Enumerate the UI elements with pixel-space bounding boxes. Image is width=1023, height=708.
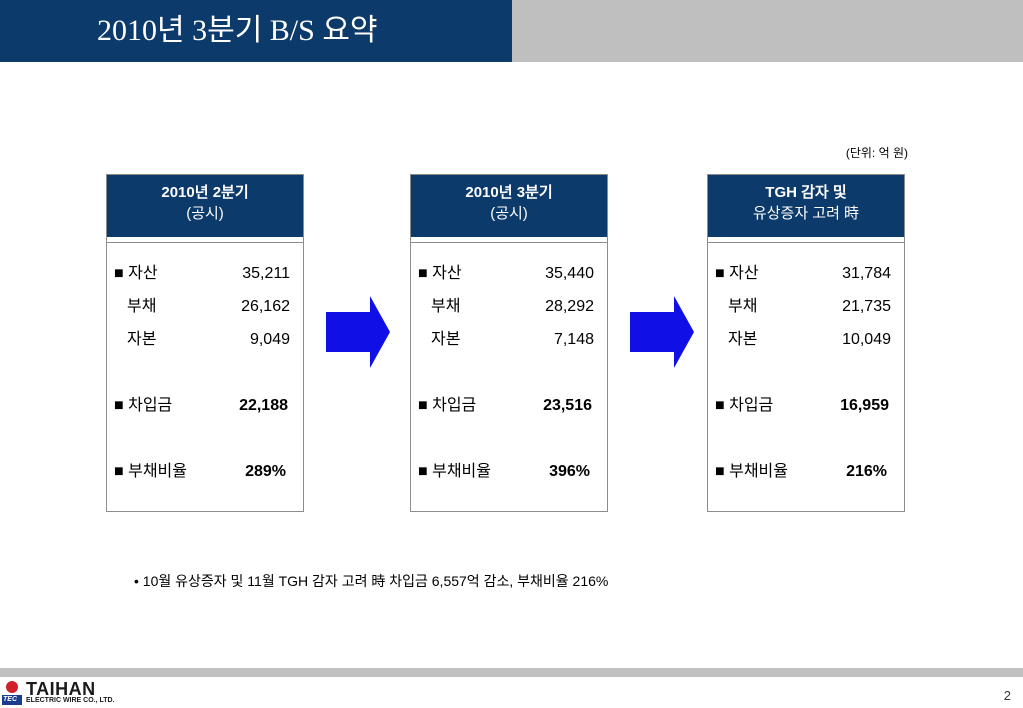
row-assets: ■ 자산 35,440 bbox=[411, 264, 607, 284]
column-header: 2010년 3분기 (공시) bbox=[411, 175, 607, 237]
row-value: 35,211 bbox=[242, 265, 290, 282]
row-assets: ■ 자산 31,784 bbox=[708, 264, 904, 284]
row-value: 22,188 bbox=[239, 397, 288, 414]
summary-column-q2: 2010년 2분기 (공시) ■ 자산 35,211 부채 26,162 자본 … bbox=[106, 174, 304, 512]
row-label: 부채 bbox=[127, 298, 157, 315]
column-header-line1: 2010년 2분기 bbox=[161, 184, 249, 201]
row-value: 35,440 bbox=[545, 265, 594, 282]
row-value: 21,735 bbox=[842, 298, 891, 315]
row-value: 7,148 bbox=[553, 331, 594, 348]
row-label: 자본 bbox=[728, 331, 758, 348]
row-label: ■ 차입금 bbox=[418, 397, 477, 414]
row-liabilities: 부채 26,162 bbox=[107, 297, 303, 317]
row-liabilities: 부채 21,735 bbox=[708, 297, 904, 317]
row-value: 16,959 bbox=[840, 397, 889, 414]
column-header: 2010년 2분기 (공시) bbox=[107, 175, 303, 237]
row-debt-ratio: ■ 부채비율 396% bbox=[411, 462, 607, 482]
row-value: 28,292 bbox=[545, 298, 594, 315]
row-value: 10,049 bbox=[842, 331, 891, 348]
row-debt-ratio: ■ 부채비율 216% bbox=[708, 462, 904, 482]
row-label: ■ 자산 bbox=[114, 265, 158, 282]
row-label: ■ 자산 bbox=[418, 265, 462, 282]
title-bar bbox=[0, 0, 512, 62]
row-value: 289% bbox=[245, 463, 286, 480]
row-value: 26,162 bbox=[241, 298, 290, 315]
row-label: ■ 자산 bbox=[715, 265, 759, 282]
row-label: ■ 차입금 bbox=[114, 397, 173, 414]
row-liabilities: 부채 28,292 bbox=[411, 297, 607, 317]
right-arrow-icon bbox=[326, 296, 390, 368]
row-label: 자본 bbox=[431, 331, 461, 348]
row-equity: 자본 7,148 bbox=[411, 330, 607, 350]
column-header-divider bbox=[708, 237, 904, 243]
row-label: ■ 부채비율 bbox=[715, 463, 788, 480]
logo-subtext: ELECTRIC WIRE CO., LTD. bbox=[26, 697, 115, 704]
page-title: 2010년 3분기 B/S 요약 bbox=[97, 14, 378, 47]
row-value: 31,784 bbox=[842, 265, 891, 282]
row-equity: 자본 9,049 bbox=[107, 330, 303, 350]
summary-column-q3: 2010년 3분기 (공시) ■ 자산 35,440 부채 28,292 자본 … bbox=[410, 174, 608, 512]
column-header-line1: TGH 감자 및 bbox=[765, 184, 847, 201]
column-header-line2: (공시) bbox=[490, 205, 528, 222]
row-debt-ratio: ■ 부채비율 289% bbox=[107, 462, 303, 482]
row-value: 23,516 bbox=[543, 397, 592, 414]
summary-note: • 10월 유상증자 및 11월 TGH 감자 고려 時 차입금 6,557억 … bbox=[134, 573, 609, 589]
row-equity: 자본 10,049 bbox=[708, 330, 904, 350]
company-logo: TEC TAIHAN ELECTRIC WIRE CO., LTD. bbox=[2, 679, 142, 706]
row-value: 216% bbox=[846, 463, 887, 480]
column-header-line2: (공시) bbox=[186, 205, 224, 222]
column-header-divider bbox=[107, 237, 303, 243]
row-label: 부채 bbox=[728, 298, 758, 315]
logo-mark-icon bbox=[2, 681, 22, 705]
row-label: ■ 차입금 bbox=[715, 397, 774, 414]
page-number: 2 bbox=[1003, 688, 1011, 703]
row-value: 396% bbox=[549, 463, 590, 480]
row-borrowings: ■ 차입금 22,188 bbox=[107, 396, 303, 416]
row-value: 9,049 bbox=[249, 331, 290, 348]
footer-divider bbox=[0, 668, 1023, 677]
column-header-line2: 유상증자 고려 時 bbox=[752, 205, 860, 222]
unit-note: (단위: 억 원) bbox=[845, 146, 908, 160]
logo-mark-text: TEC bbox=[3, 696, 17, 703]
summary-column-adjusted: TGH 감자 및 유상증자 고려 時 ■ 자산 31,784 부채 21,735… bbox=[707, 174, 905, 512]
row-borrowings: ■ 차입금 23,516 bbox=[411, 396, 607, 416]
column-header-line1: 2010년 3분기 bbox=[465, 184, 553, 201]
row-label: 자본 bbox=[127, 331, 157, 348]
row-borrowings: ■ 차입금 16,959 bbox=[708, 396, 904, 416]
row-label: 부채 bbox=[431, 298, 461, 315]
title-bar-gray bbox=[512, 0, 1023, 62]
column-header-divider bbox=[411, 237, 607, 243]
column-header: TGH 감자 및 유상증자 고려 時 bbox=[708, 175, 904, 237]
row-assets: ■ 자산 35,211 bbox=[107, 264, 303, 284]
row-label: ■ 부채비율 bbox=[418, 463, 491, 480]
right-arrow-icon bbox=[630, 296, 694, 368]
row-label: ■ 부채비율 bbox=[114, 463, 187, 480]
logo-text: TAIHAN bbox=[26, 679, 96, 699]
